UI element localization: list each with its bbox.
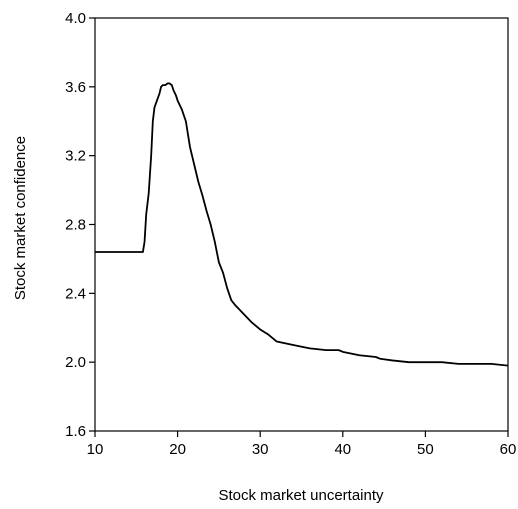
- x-tick-label: 30: [252, 441, 269, 458]
- x-tick-label: 20: [169, 441, 186, 458]
- x-axis-ticks: 10 20 30 40 50 60: [87, 431, 517, 458]
- y-axis-ticks: 1.6 2.0 2.4 2.8 3.2 3.6 4.0: [65, 10, 95, 440]
- plot-frame: [94, 17, 509, 432]
- x-tick-label: 40: [334, 441, 351, 458]
- y-axis-title: Stock market confidence: [12, 136, 29, 300]
- y-tick-label: 1.6: [65, 423, 86, 440]
- series-line: [95, 82, 509, 367]
- y-tick-label: 2.4: [65, 285, 86, 302]
- y-tick-label: 3.2: [65, 148, 86, 165]
- y-tick-label: 2.8: [65, 217, 86, 234]
- y-tick-label: 3.6: [65, 79, 86, 96]
- x-tick-label: 10: [87, 441, 104, 458]
- x-tick-label: 50: [417, 441, 434, 458]
- x-axis-title: Stock market uncertainty: [218, 487, 384, 504]
- x-tick-label: 60: [500, 441, 517, 458]
- plot-area: [94, 17, 509, 432]
- y-tick-label: 4.0: [65, 10, 86, 27]
- y-tick-label: 2.0: [65, 354, 86, 371]
